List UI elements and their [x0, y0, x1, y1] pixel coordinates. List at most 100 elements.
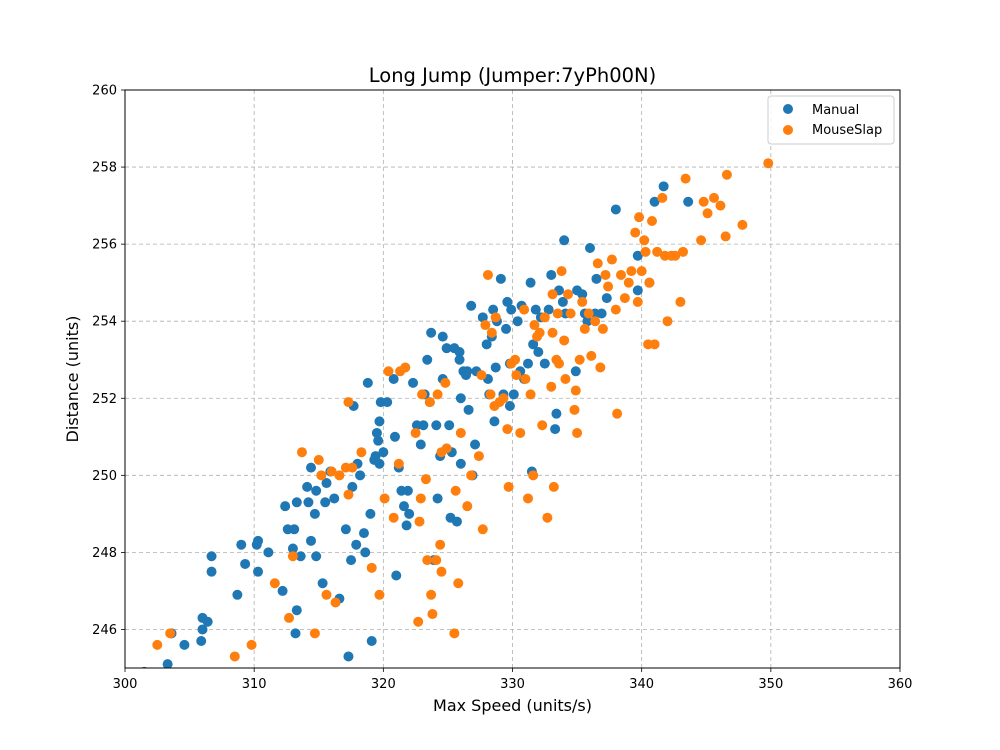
data-point-mouseslap	[606, 254, 617, 265]
data-point-manual	[291, 497, 302, 508]
data-point-mouseslap	[440, 377, 451, 388]
data-point-manual	[591, 273, 602, 284]
data-point-manual	[343, 651, 354, 662]
data-point-mouseslap	[477, 524, 488, 535]
chart-title: Long Jump (Jumper:7yPh00N)	[369, 64, 656, 87]
data-point-mouseslap	[616, 269, 626, 280]
data-point-mouseslap	[612, 408, 623, 419]
data-point-mouseslap	[449, 628, 460, 639]
data-point-mouseslap	[374, 589, 385, 600]
data-point-manual	[391, 570, 402, 581]
data-point-mouseslap	[422, 555, 433, 566]
data-point-manual	[454, 354, 465, 365]
data-point-manual	[236, 539, 247, 550]
data-point-manual	[373, 435, 384, 446]
data-point-mouseslap	[603, 281, 614, 292]
x-tick-label: 340	[629, 677, 654, 692]
data-point-manual	[441, 343, 452, 354]
data-point-mouseslap	[343, 489, 354, 500]
data-point-manual	[287, 543, 298, 554]
data-point-mouseslap	[476, 370, 487, 381]
data-point-manual	[206, 551, 217, 562]
data-point-manual	[197, 624, 208, 635]
data-point-manual	[504, 400, 515, 411]
data-point-mouseslap	[715, 200, 726, 211]
data-point-mouseslap	[296, 447, 307, 458]
data-point-mouseslap	[652, 246, 663, 257]
x-axis-label: Max Speed (units/s)	[433, 696, 592, 715]
data-point-mouseslap	[586, 350, 597, 361]
data-point-manual	[683, 196, 694, 207]
data-point-manual	[501, 323, 512, 334]
data-point-mouseslap	[388, 512, 399, 523]
data-point-manual	[418, 420, 429, 431]
data-point-manual	[309, 508, 320, 519]
data-point-manual	[533, 347, 544, 358]
data-point-mouseslap	[590, 316, 601, 327]
data-point-mouseslap	[326, 466, 337, 477]
data-point-mouseslap	[597, 323, 608, 334]
data-point-manual	[408, 377, 419, 388]
x-tick-label: 310	[242, 677, 267, 692]
data-point-mouseslap	[563, 289, 574, 300]
data-point-mouseslap	[441, 443, 452, 454]
y-tick-label: 248	[92, 546, 117, 561]
data-point-mouseslap	[634, 212, 645, 223]
data-point-manual	[455, 393, 466, 404]
data-point-mouseslap	[577, 296, 588, 307]
data-point-manual	[610, 204, 621, 215]
data-point-manual	[585, 242, 595, 253]
y-tick-label: 254	[92, 315, 117, 330]
data-point-mouseslap	[552, 308, 563, 319]
data-point-manual	[358, 528, 369, 539]
data-point-manual	[632, 250, 643, 261]
data-point-manual	[415, 439, 426, 450]
data-point-manual	[290, 628, 301, 639]
data-point-manual	[466, 300, 477, 311]
data-point-mouseslap	[657, 192, 668, 203]
data-point-mouseslap	[570, 385, 581, 396]
data-point-mouseslap	[595, 362, 606, 373]
data-point-manual	[371, 427, 382, 438]
data-point-mouseslap	[630, 227, 641, 238]
data-point-manual	[546, 269, 557, 280]
data-point-manual	[289, 524, 300, 535]
data-point-manual	[346, 555, 357, 566]
grid-lines	[124, 89, 901, 668]
data-point-manual	[596, 308, 607, 319]
data-point-mouseslap	[559, 335, 570, 346]
data-point-mouseslap	[763, 158, 774, 169]
x-tick-label: 360	[888, 677, 913, 692]
data-point-manual	[355, 470, 366, 481]
data-point-mouseslap	[534, 327, 545, 338]
data-point-manual	[374, 416, 385, 427]
data-point-mouseslap	[503, 481, 514, 492]
data-point-mouseslap	[486, 327, 497, 338]
data-point-mouseslap	[321, 589, 332, 600]
series-mouseslap	[152, 158, 774, 662]
y-tick-label: 256	[92, 238, 117, 253]
data-point-manual	[263, 547, 274, 558]
data-point-manual	[488, 304, 499, 315]
data-point-manual	[489, 416, 500, 427]
data-point-manual	[179, 639, 190, 650]
data-point-manual	[389, 431, 400, 442]
data-point-mouseslap	[569, 404, 580, 415]
data-point-manual	[162, 659, 173, 668]
data-point-mouseslap	[675, 296, 686, 307]
data-point-manual	[477, 312, 488, 323]
data-point-manual	[523, 358, 533, 369]
data-point-manual	[240, 558, 251, 569]
data-point-mouseslap	[426, 589, 437, 600]
data-point-manual	[303, 497, 314, 508]
data-point-mouseslap	[539, 312, 550, 323]
data-point-mouseslap	[313, 454, 324, 465]
data-point-mouseslap	[662, 316, 673, 327]
data-point-mouseslap	[639, 235, 650, 246]
data-point-manual	[291, 605, 302, 616]
data-point-mouseslap	[548, 481, 559, 492]
data-point-manual	[422, 354, 433, 365]
data-point-manual	[432, 493, 443, 504]
data-point-mouseslap	[678, 246, 688, 257]
